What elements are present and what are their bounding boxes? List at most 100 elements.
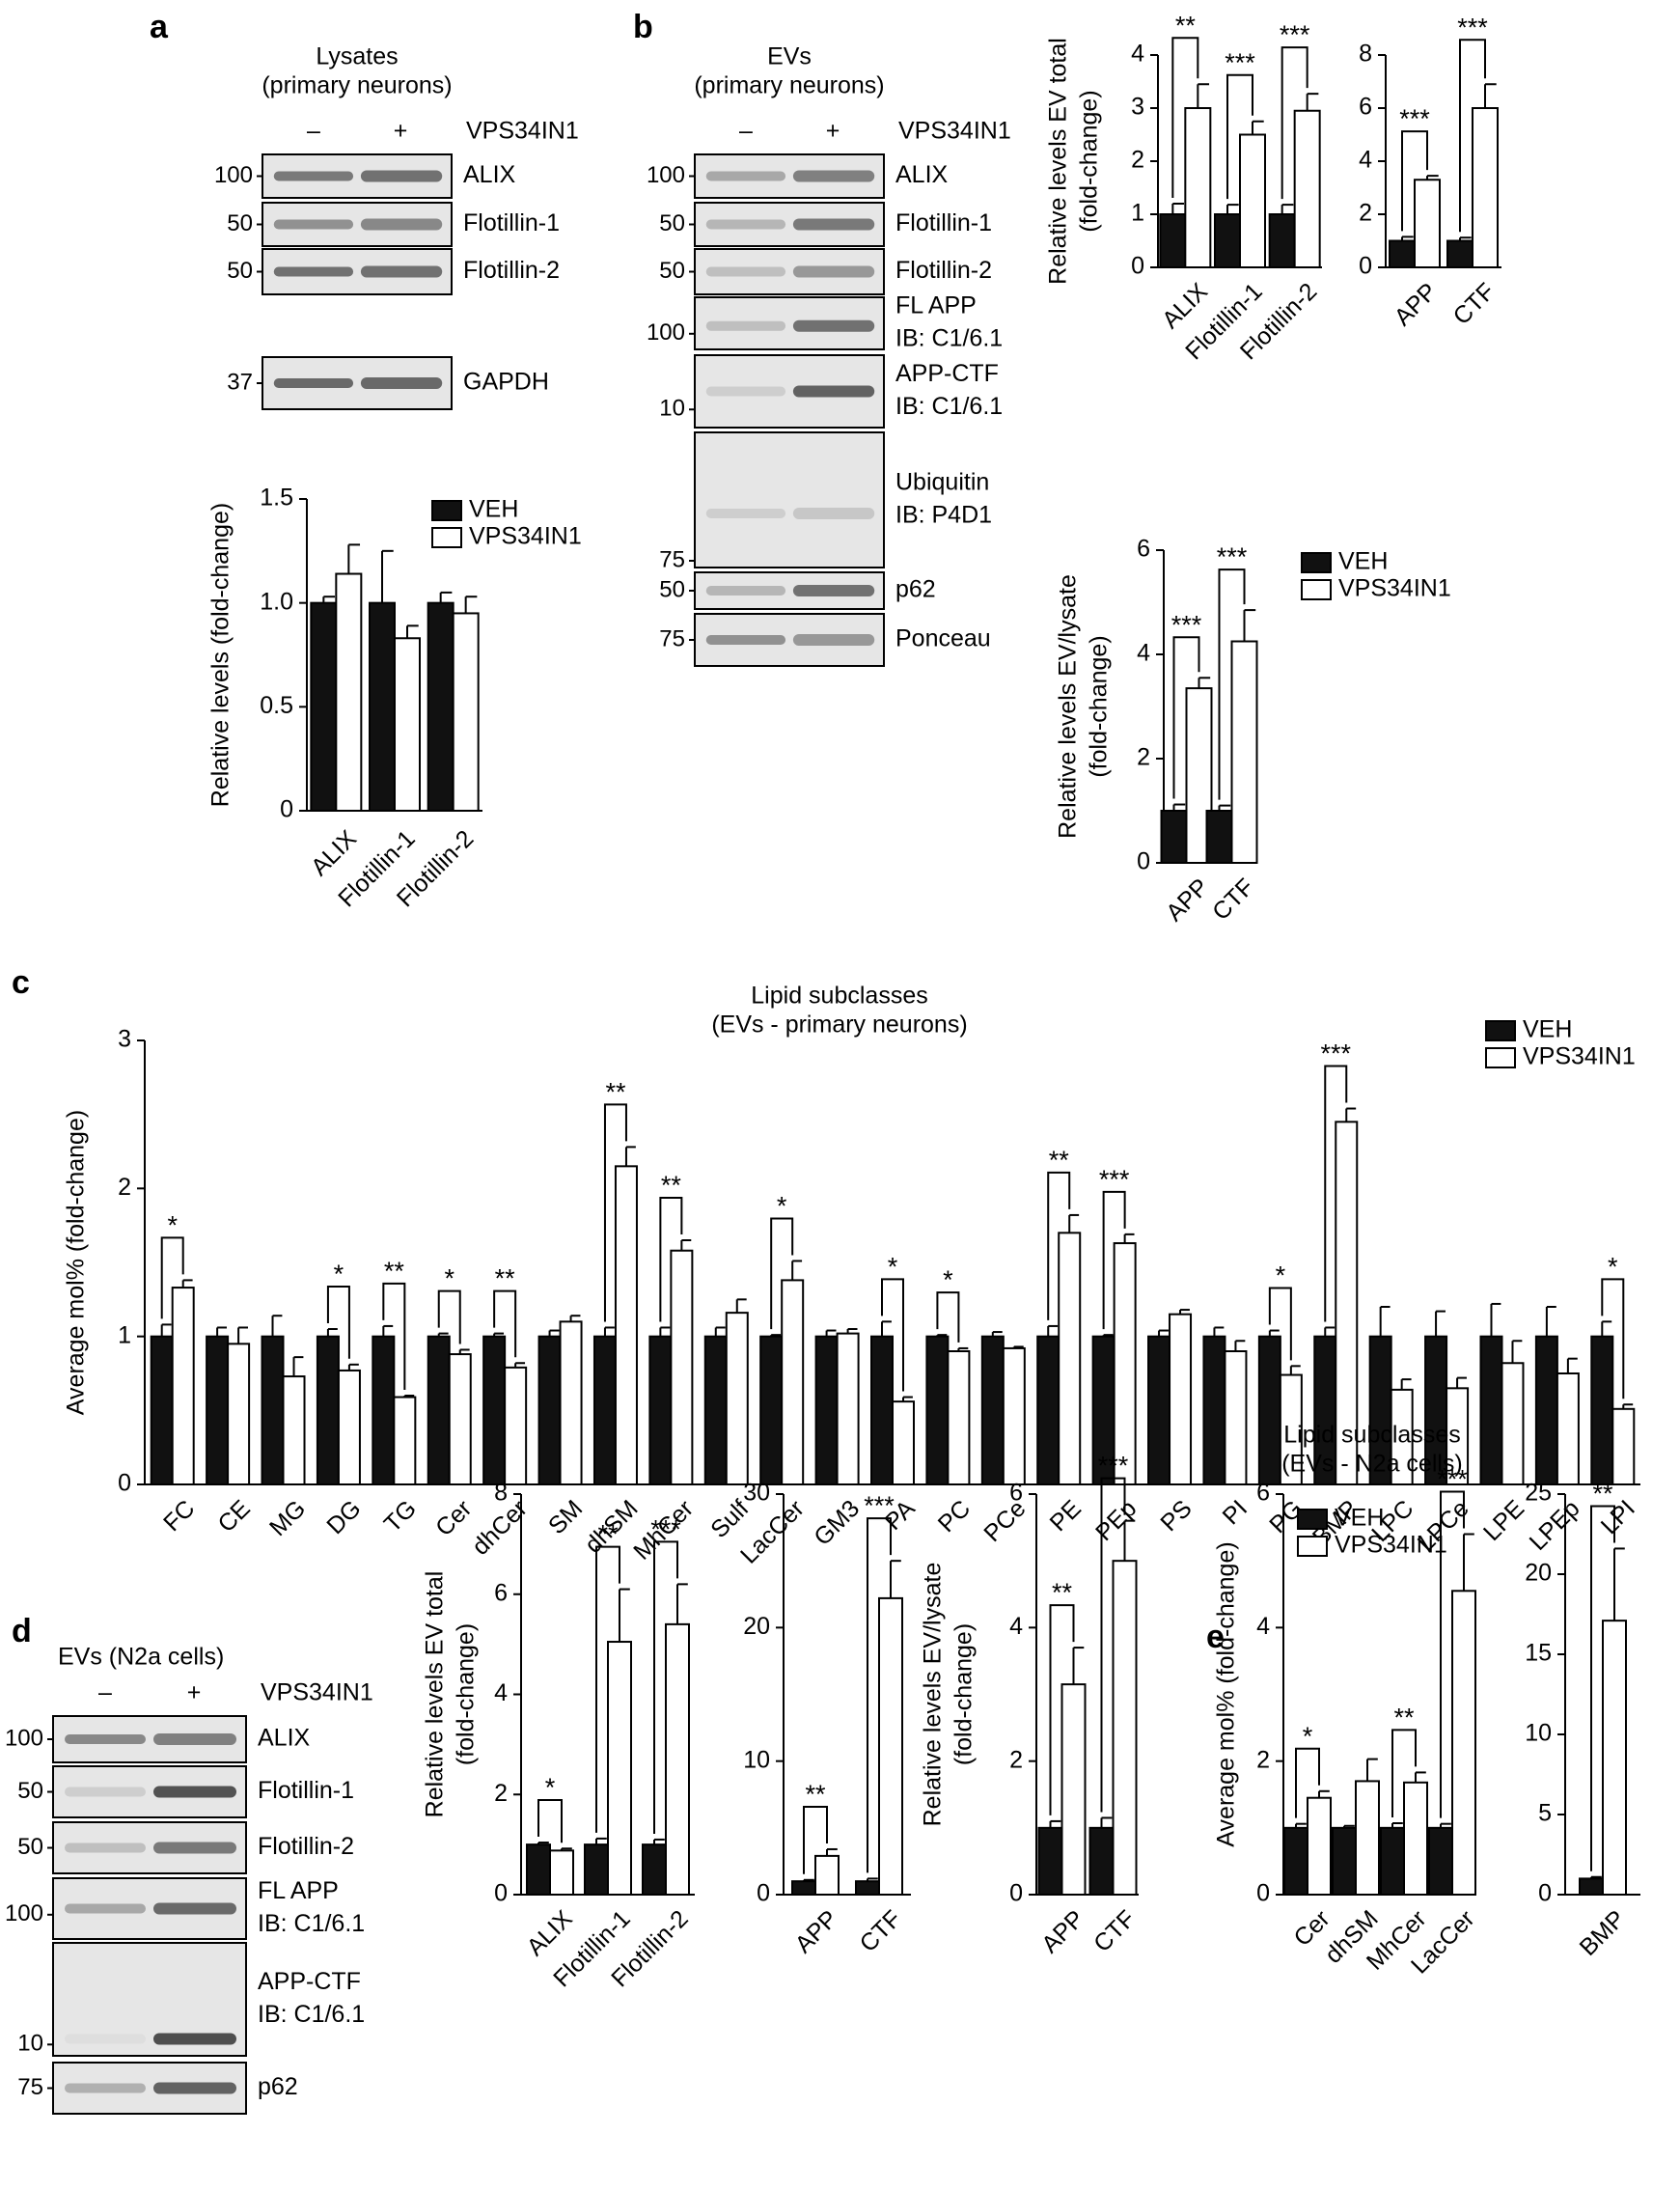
significance-bracket	[1324, 1065, 1348, 1322]
significance-bracket	[1226, 73, 1253, 200]
bar	[1479, 1335, 1503, 1485]
lane-label-plus: +	[826, 118, 840, 145]
blot-band	[792, 585, 875, 596]
bar	[1088, 1826, 1115, 1897]
chart-d_chart3: 0 2 4 6 Relative levels EV/lysate (fold-chang…	[920, 1452, 1142, 1958]
y-tick-label: 0	[1538, 1880, 1552, 1907]
x-tick-label: FC	[158, 1495, 200, 1537]
panel-letter-c: c	[12, 964, 30, 1001]
protein-label: ALIX	[258, 1725, 311, 1752]
mw-marker: 100	[647, 162, 685, 188]
lane-label-minus: –	[98, 1679, 112, 1706]
blot-b: EVs(primary neurons) – + VPS34IN1 100 ALIX 50 F…	[647, 43, 1011, 667]
y-axis-label: (fold-change)	[1076, 90, 1103, 232]
protein-label: IB: C1/6.1	[258, 2001, 365, 2028]
x-tick-label: DG	[321, 1495, 366, 1539]
significance-bracket	[160, 1236, 184, 1319]
blot-band	[360, 170, 443, 182]
protein-label: p62	[258, 2073, 298, 2100]
y-tick-label: 1.0	[260, 588, 293, 615]
y-tick-label: 2	[118, 1174, 131, 1201]
bar	[369, 601, 396, 813]
chart-title: Lipid subclasses	[751, 983, 927, 1010]
y-axis-label: Relative levels EV total	[1045, 38, 1072, 285]
protein-label: Ponceau	[895, 625, 991, 652]
bar	[482, 1335, 507, 1485]
y-tick-label: 6	[1359, 94, 1372, 121]
y-tick-label: 5	[1538, 1800, 1552, 1827]
blot-band	[792, 218, 875, 231]
bar	[448, 1353, 472, 1485]
y-tick-label: 20	[743, 1613, 770, 1640]
bar	[614, 1165, 638, 1486]
protein-label: Flotillin-1	[258, 1777, 354, 1804]
bar	[1307, 1796, 1332, 1897]
treatment-label: VPS34IN1	[261, 1679, 373, 1706]
protein-label: Ubiquitin	[895, 469, 989, 496]
y-tick-label: 4	[1009, 1613, 1023, 1640]
bar	[310, 601, 338, 813]
mw-marker: 50	[659, 258, 685, 284]
bar	[791, 1880, 816, 1896]
y-tick-label: 0	[757, 1880, 770, 1907]
lane-label-plus: +	[187, 1679, 202, 1706]
bar	[1446, 239, 1473, 268]
blot-a: Lysates(primary neurons) – + VPS34IN1 100 ALI…	[214, 43, 579, 410]
significance-bracket	[1401, 130, 1428, 232]
y-tick-label: 4	[1137, 640, 1150, 667]
bar	[665, 1622, 690, 1896]
x-tick-label: PS	[1155, 1495, 1197, 1537]
bar	[814, 1854, 840, 1896]
y-tick-label: 1	[118, 1321, 131, 1348]
y-tick-label: 6	[1137, 536, 1150, 563]
y-axis-label: Relative levels (fold-change)	[207, 503, 234, 807]
x-tick-label: APP	[1161, 873, 1214, 927]
significance-stars: **	[384, 1257, 405, 1286]
blot-band	[705, 171, 786, 181]
bar	[1060, 1683, 1087, 1896]
panel-letter-d: d	[12, 1613, 32, 1649]
bar	[537, 1335, 562, 1485]
bar	[892, 1400, 915, 1485]
protein-label: ALIX	[463, 161, 516, 188]
blot-band	[360, 377, 443, 389]
y-axis-label: (fold-change)	[1086, 635, 1113, 777]
bar	[1036, 1335, 1060, 1485]
y-axis-label: Average mol% (fold-change)	[63, 1110, 90, 1415]
bar	[592, 1335, 617, 1485]
blot-band	[360, 265, 443, 278]
legend-label: VPS34IN1	[1523, 1043, 1636, 1070]
significance-bracket	[1268, 1287, 1292, 1361]
significance-stars: **	[495, 1264, 516, 1293]
mw-marker: 50	[659, 576, 685, 602]
y-axis-label: Average mol% (fold-change)	[1213, 1541, 1240, 1846]
x-tick-label: Cer	[430, 1495, 477, 1541]
bar	[1002, 1346, 1026, 1486]
significance-stars: *	[545, 1773, 556, 1802]
mw-marker: 100	[5, 1900, 43, 1926]
blot-band	[153, 1902, 236, 1915]
blot-band	[705, 320, 786, 331]
significance-stars: *	[888, 1252, 898, 1281]
bar	[427, 1335, 451, 1485]
bar	[1257, 1335, 1281, 1485]
bar	[980, 1335, 1005, 1485]
mw-marker: 37	[227, 369, 253, 395]
bar	[584, 1843, 609, 1896]
y-tick-label: 0	[1137, 848, 1150, 875]
y-tick-label: 3	[1131, 94, 1144, 121]
bar	[836, 1332, 860, 1485]
significance-stars: ***	[1399, 104, 1430, 133]
bar	[1472, 107, 1499, 268]
mw-marker: 100	[5, 1725, 43, 1751]
bar	[316, 1335, 340, 1485]
treatment-label: VPS34IN1	[466, 118, 579, 145]
bar	[1159, 213, 1187, 268]
y-tick-label: 2	[1131, 147, 1144, 174]
protein-label: APP-CTF	[258, 1968, 361, 1995]
lane-label-plus: +	[394, 118, 408, 145]
bar	[725, 1312, 749, 1485]
significance-bracket	[1102, 1190, 1126, 1330]
protein-label: FL APP	[258, 1877, 339, 1904]
mw-marker: 50	[17, 1834, 43, 1860]
